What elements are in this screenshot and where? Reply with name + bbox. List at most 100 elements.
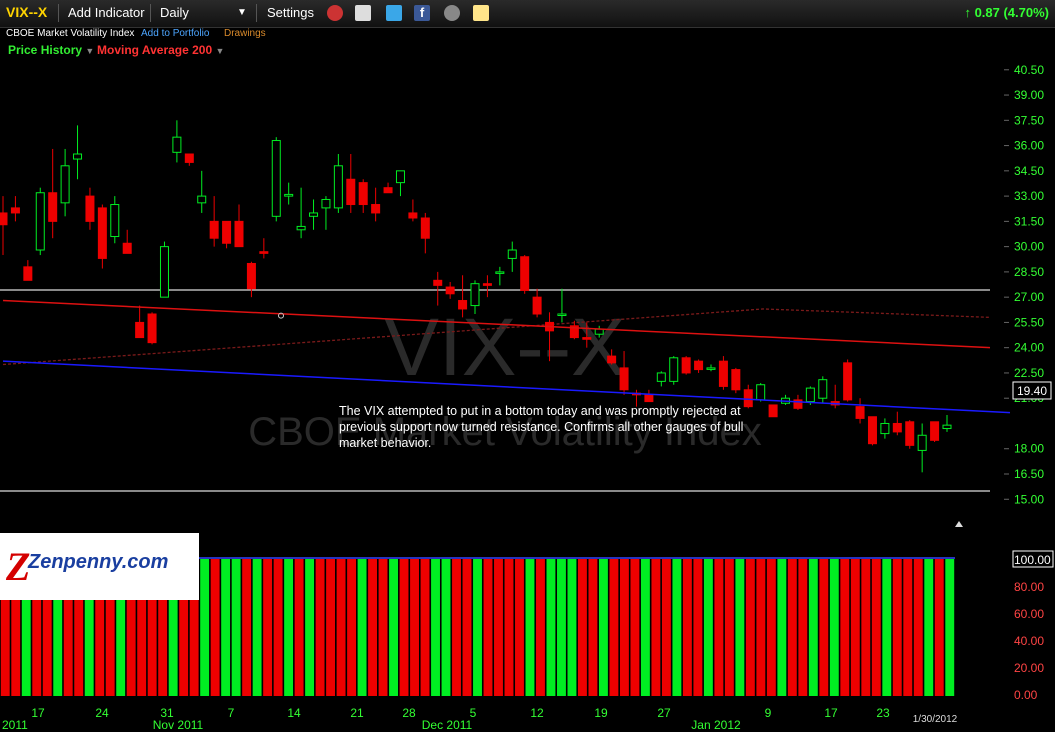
volume-bar [53,559,63,696]
scroll-up-arrow[interactable] [955,521,963,527]
candle-body [917,434,927,451]
legend-price-history-label: Price History [8,43,83,57]
volume-bar [273,559,283,696]
divider [150,4,151,22]
candle-body [731,369,741,391]
trendline-anchor-marker [278,312,284,319]
x-tick-label: 12 [530,706,544,720]
volume-bar [693,559,703,696]
add-to-portfolio-link[interactable]: Add to Portfolio [141,28,210,39]
candle-body [184,153,194,163]
price-change: ↑ 0.87 (4.70%) [964,5,1049,20]
volume-bar [619,559,629,696]
drawings-link[interactable]: Drawings [224,28,266,39]
twitter-icon[interactable] [386,5,402,21]
volume-bar [536,559,545,696]
notes-icon[interactable] [473,5,489,21]
candle-body [793,399,803,409]
candle-body [818,379,828,399]
x-tick-label: Dec 2011 [422,718,473,732]
volume-bar [11,559,21,696]
candle-body [768,404,778,418]
volume-bar [389,559,398,696]
volume-tick-label: 60.00 [1014,607,1044,621]
chevron-down-icon[interactable]: ▼ [85,46,95,56]
symbol-input[interactable]: VIX--X [6,4,48,20]
candle-body [743,389,753,408]
volume-bar [137,559,147,696]
candle-body [60,165,70,204]
candle-body [309,212,319,217]
x-tick-label: 14 [287,706,301,720]
volume-bar [210,559,220,696]
volume-bar [787,559,797,696]
y-tick-label: 37.50 [1014,113,1044,127]
facebook-icon[interactable]: f [414,5,430,21]
volume-bar [577,559,587,696]
volume-bar [661,559,671,696]
candle-body [383,187,393,194]
watermark-symbol: VIX--X [384,302,625,393]
alarm-clock-icon[interactable] [327,5,343,21]
add-indicator-button[interactable]: Add Indicator [68,5,145,20]
chevron-down-icon[interactable]: ▼ [237,7,247,18]
volume-bar [221,559,231,696]
volume-bar [567,559,577,696]
volume-bar [116,559,126,696]
share-icon[interactable] [444,5,460,21]
legend-price-history[interactable]: Price History ▼ [8,43,94,57]
candle-body [122,242,132,254]
period-select[interactable]: Daily [160,5,189,20]
last-price-label: 19.40 [1017,384,1047,398]
blue-trendline [2,360,1011,414]
candle-body [569,325,579,339]
x-tick-label: 19 [594,706,608,720]
volume-bar [630,559,640,696]
x-tick-label: 17 [31,706,45,720]
x-tick-label: 28 [402,706,416,720]
x-tick-label: 27 [657,706,671,720]
volume-bar [850,559,860,696]
candle-body [234,220,244,248]
volume-bar [263,559,273,696]
chevron-down-icon[interactable]: ▼ [215,46,225,56]
volume-bar [745,559,755,696]
volume-bar [819,559,829,696]
candle-body [296,225,306,231]
x-tick-label: 21 [350,706,364,720]
candle-body [35,192,45,251]
volume-bar [95,559,105,696]
volume-bar [494,559,503,696]
y-tick-label: 27.00 [1014,290,1044,304]
candle-body [395,170,405,184]
candle-body [718,360,728,387]
x-tick-label: 17 [824,706,838,720]
volume-bar [158,559,168,696]
settings-button[interactable]: Settings [267,5,314,20]
volume-bar [473,559,482,696]
volume-bar [903,559,913,696]
volume-bar [410,559,419,696]
candle-body [420,217,430,239]
candle-body [10,207,20,214]
volume-bar [42,559,52,696]
volume-bar [808,559,818,696]
volume-bar [640,559,650,696]
print-icon[interactable] [355,5,371,21]
candle-body [843,362,853,401]
logo-text: Zenpenny.com [28,551,169,573]
y-tick-label: 24.00 [1014,341,1044,355]
volume-tick-label: 20.00 [1014,661,1044,675]
candle-body [867,416,877,445]
volume-bar [483,559,493,696]
x-tick-label: 9 [765,706,772,720]
volume-bar [682,559,692,696]
candle-body [358,182,368,206]
legend-moving-average[interactable]: Moving Average 200 ▼ [97,43,224,57]
candle-body [656,372,666,382]
x-tick-label: Nov 2011 [153,718,204,732]
volume-bar [441,559,451,696]
candle-body [520,256,530,291]
volume-bar [777,559,787,696]
